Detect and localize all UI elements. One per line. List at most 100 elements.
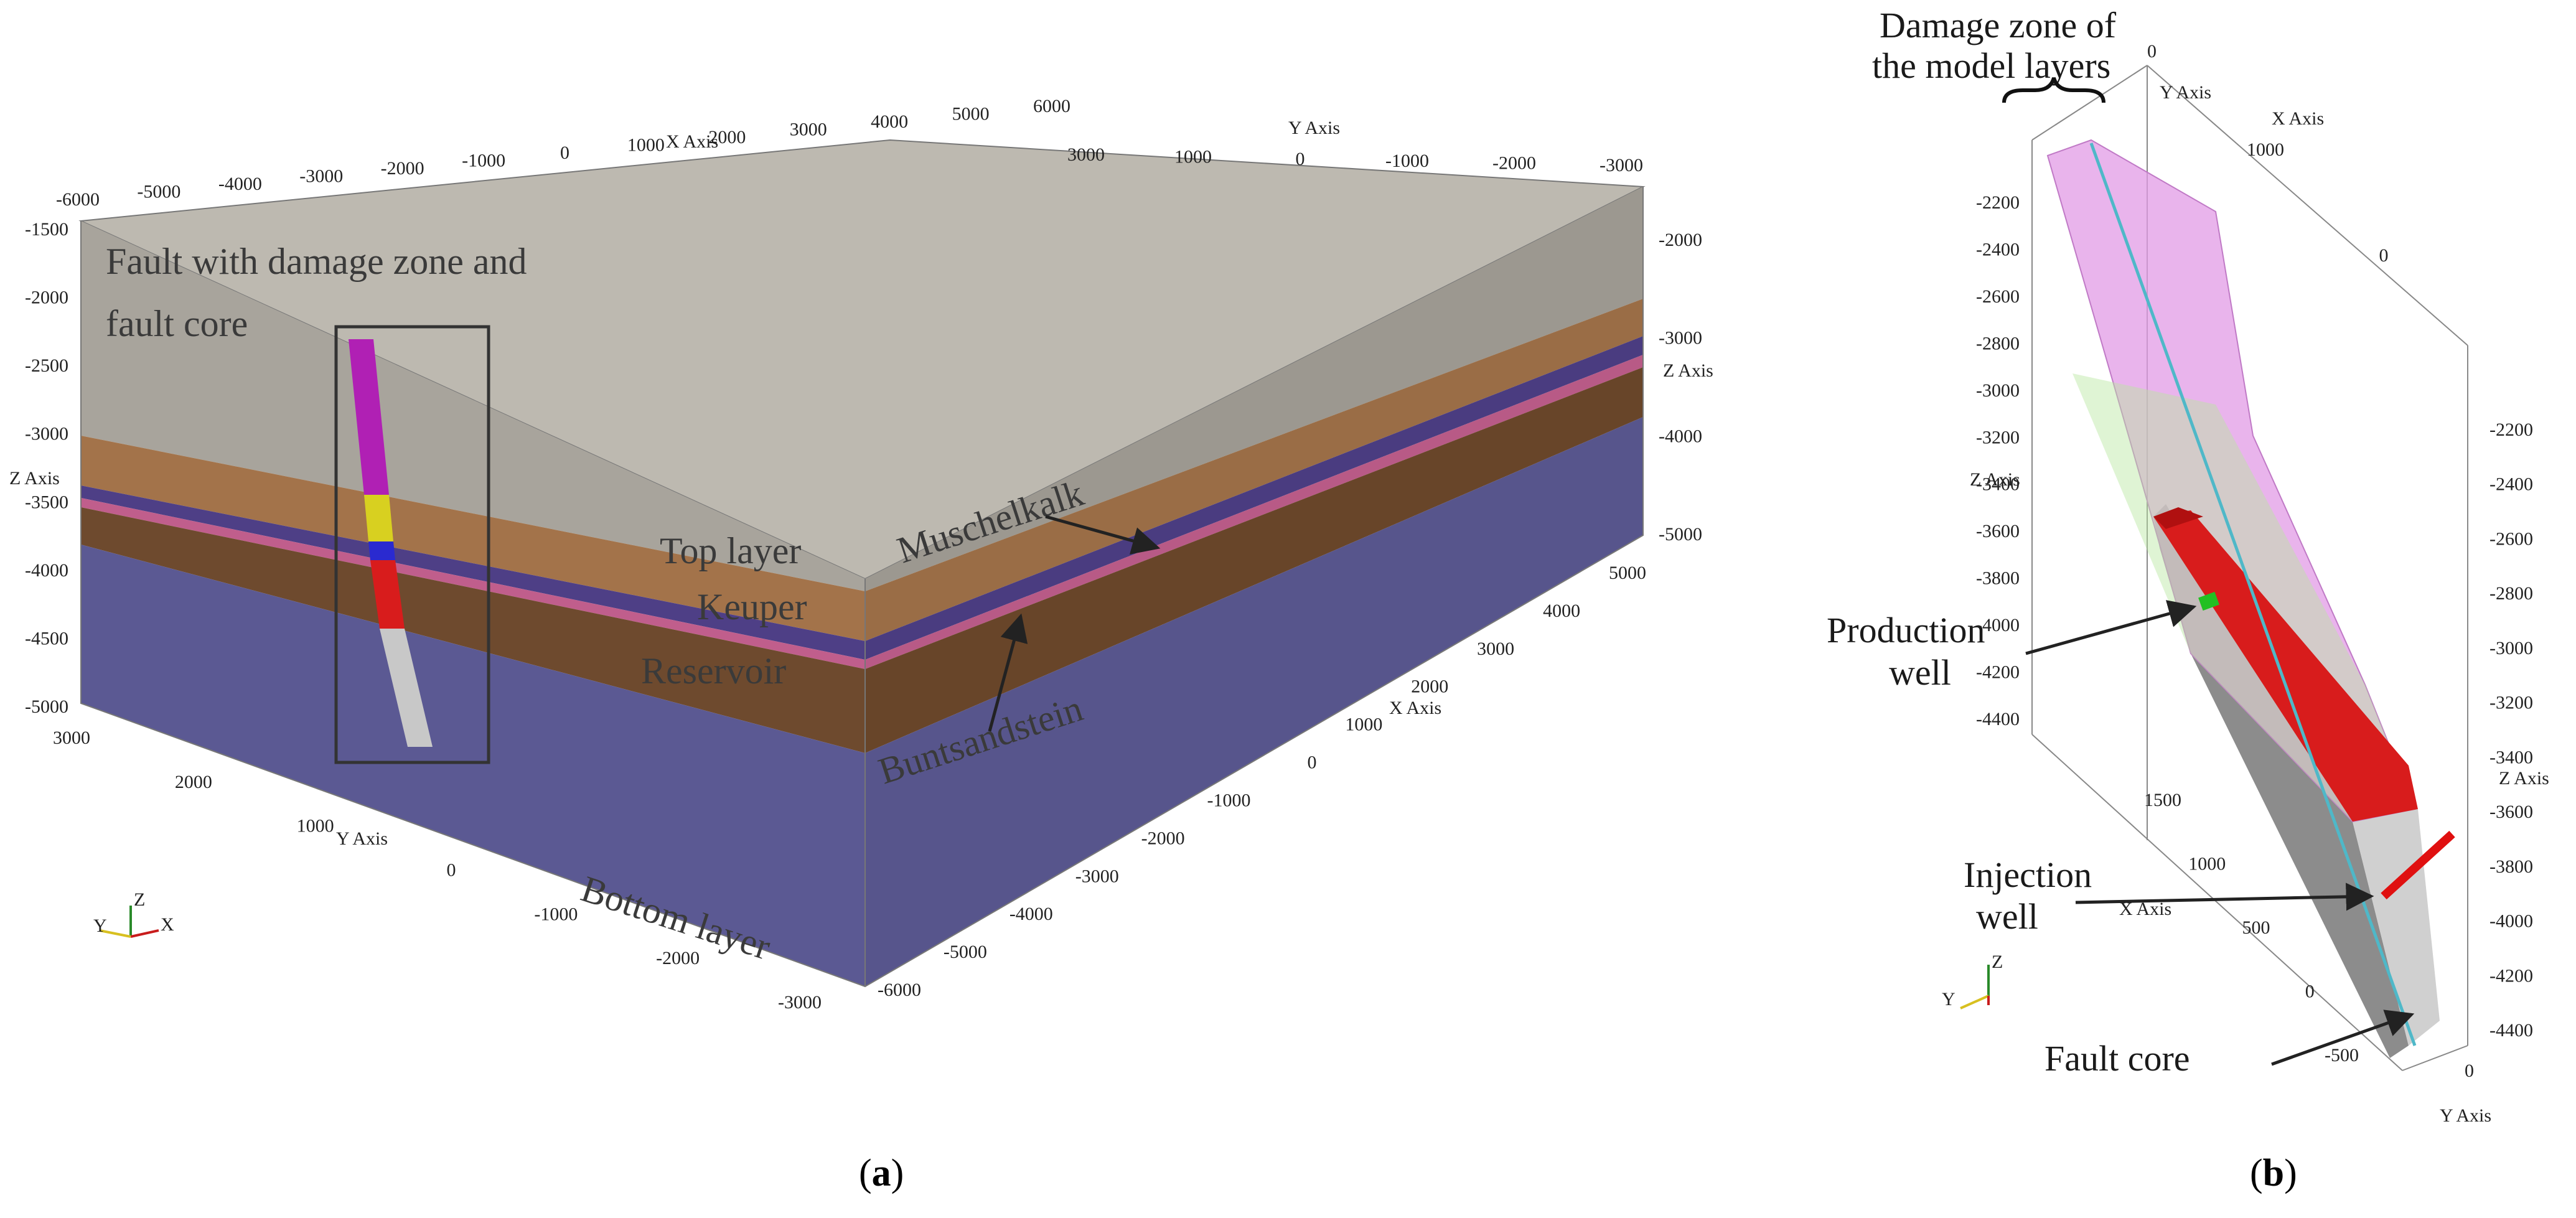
tick-label: -3000 xyxy=(1075,866,1119,886)
tick-label: -2400 xyxy=(2489,474,2533,495)
b-arrow-fault-core xyxy=(2271,1010,2415,1066)
tick-label: 1000 xyxy=(627,135,665,156)
tick-label: -2000 xyxy=(1659,230,1702,250)
ticks-top-x: -6000 -5000 -4000 -3000 -2000 -1000 0 1000 2000 3… xyxy=(56,96,1070,210)
right-reservoir xyxy=(865,367,1643,753)
fault-highlight-box xyxy=(334,325,490,764)
tick-label: -2000 xyxy=(1141,828,1185,848)
tick-label: 3000 xyxy=(1067,144,1105,165)
b-axis-title-y-top: Y Axis xyxy=(2160,82,2211,103)
b-ticks-left-x: 1500 1000 500 0 -500 xyxy=(2144,790,2359,1066)
b-axis-title-x-left: X Axis xyxy=(2119,899,2171,919)
b-triad-y-label: Y xyxy=(1942,989,1955,1010)
left-keuper xyxy=(81,436,865,641)
label-fault-line2: fault core xyxy=(106,303,248,344)
tick-label: -500 xyxy=(2325,1045,2359,1066)
tick-label: 1000 xyxy=(1174,146,1212,167)
tick-label: 0 xyxy=(447,860,456,881)
b-triad-z-label: Z xyxy=(1992,952,2003,972)
tick-label: 0 xyxy=(2379,245,2389,266)
b-reservoir-top xyxy=(2153,507,2203,529)
tick-label: 2000 xyxy=(1411,677,1448,697)
left-bottom-layer xyxy=(81,545,865,986)
b-label-damage-line2: the model layers xyxy=(1872,45,2110,86)
tick-label: -3000 xyxy=(1659,328,1702,349)
tick-label: 3000 xyxy=(53,728,90,748)
tick-label: -3000 xyxy=(1599,155,1643,176)
tick-label: 2000 xyxy=(175,772,212,792)
panel-b: Damage zone of the model layers Producti… xyxy=(1827,5,2549,1194)
panel-a: Fault with damage zone and fault core To… xyxy=(9,96,1713,1194)
b-tick-bottom-y: 0 xyxy=(2465,1061,2474,1081)
tick-label: -3400 xyxy=(2489,747,2533,767)
label-top-layer: Top layer xyxy=(660,530,801,571)
right-bottom-layer xyxy=(865,417,1643,986)
label-fault-line1: Fault with damage zone and xyxy=(106,241,527,282)
tick-label: -6000 xyxy=(56,189,100,210)
orientation-triad-b: Z Y xyxy=(1942,952,2003,1010)
tick-label: -1000 xyxy=(534,904,578,924)
tick-label: 0 xyxy=(560,143,569,163)
tick-label: -2000 xyxy=(1492,153,1536,174)
b-axis-title-x-top: X Axis xyxy=(2272,108,2324,129)
left-muschelkalk xyxy=(81,485,865,660)
tick-label: 5000 xyxy=(1609,563,1646,583)
tick-label: -3800 xyxy=(2489,856,2533,877)
orientation-triad-a: Z Y X xyxy=(93,889,174,938)
fault-column xyxy=(349,339,433,747)
tick-label: -2200 xyxy=(1976,192,2020,213)
ticks-top-y: 3000 1000 0 -1000 -2000 -3000 xyxy=(1067,144,1643,176)
tick-label: -2000 xyxy=(381,158,424,179)
tick-label: 500 xyxy=(2242,917,2270,938)
tick-label: -3000 xyxy=(25,424,68,444)
tick-label: -3800 xyxy=(1976,568,2020,589)
tick-label: -2800 xyxy=(1976,333,2020,354)
b-reservoir xyxy=(2153,510,2418,822)
tick-label: -1500 xyxy=(25,219,68,240)
tick-label: -5000 xyxy=(1659,524,1702,545)
tick-label: -2000 xyxy=(25,288,68,308)
fault-segment-red xyxy=(370,560,405,629)
tick-label: -3000 xyxy=(1976,380,2020,401)
tick-label: -4200 xyxy=(2489,965,2533,986)
caption-b: (b) xyxy=(2250,1152,2297,1194)
tick-label: 0 xyxy=(1307,752,1316,773)
b-injection-well xyxy=(2381,830,2455,900)
fault-segment-bottom xyxy=(380,629,433,747)
tick-label: 3000 xyxy=(790,119,827,140)
right-top-layer xyxy=(865,187,1643,591)
tick-label: -3000 xyxy=(2489,638,2533,658)
ticks-left-z: -1500 -2000 -2500 -3000 -3500 -4000 -4500 -5000 xyxy=(25,219,68,717)
right-buntsandstein xyxy=(865,355,1643,669)
axis-title-z-left: Z Axis xyxy=(9,468,60,489)
tick-label: -2600 xyxy=(2489,528,2533,549)
tick-label: -4000 xyxy=(2489,911,2533,932)
right-keuper xyxy=(865,299,1643,641)
fault-segment-blue xyxy=(368,541,395,560)
tick-label: -4000 xyxy=(1976,615,2020,635)
axis-title-y-left: Y Axis xyxy=(336,828,388,849)
b-ticks-top-x: 1000 0 xyxy=(2247,139,2389,266)
tick-label: -3000 xyxy=(299,166,343,187)
tick-label: 5000 xyxy=(952,104,990,124)
tick-label: -5000 xyxy=(137,182,180,202)
tick-label: -3600 xyxy=(2489,802,2533,822)
b-label-production-line2: well xyxy=(1889,652,1951,693)
tick-label: -3200 xyxy=(2489,693,2533,713)
axis-title-x-right: X Axis xyxy=(1389,698,1441,718)
b-label-injection-line1: Injection xyxy=(1964,855,2092,895)
arrow-buntsandstein xyxy=(988,613,1028,732)
b-label-injection-line2: well xyxy=(1976,896,2038,937)
b-arrow-injection xyxy=(2075,883,2374,911)
tick-label: -3500 xyxy=(25,492,68,512)
b-label-production-line1: Production xyxy=(1827,610,1985,650)
tick-label: -4500 xyxy=(25,628,68,649)
tick-label: 0 xyxy=(1296,149,1305,169)
caption-a: (a) xyxy=(859,1152,904,1194)
b-arrow-production xyxy=(2025,600,2197,655)
label-reservoir: Reservoir xyxy=(641,650,786,691)
b-ticks-left-z: -2200 -2400 -2600 -2800 -3000 -3200 -3400 -3600… xyxy=(1976,192,2020,729)
tick-label: -2200 xyxy=(2489,419,2533,440)
b-ticks-right-z: -2200 -2400 -2600 -2800 -3000 -3200 -3400 -3600… xyxy=(2489,419,2533,1041)
